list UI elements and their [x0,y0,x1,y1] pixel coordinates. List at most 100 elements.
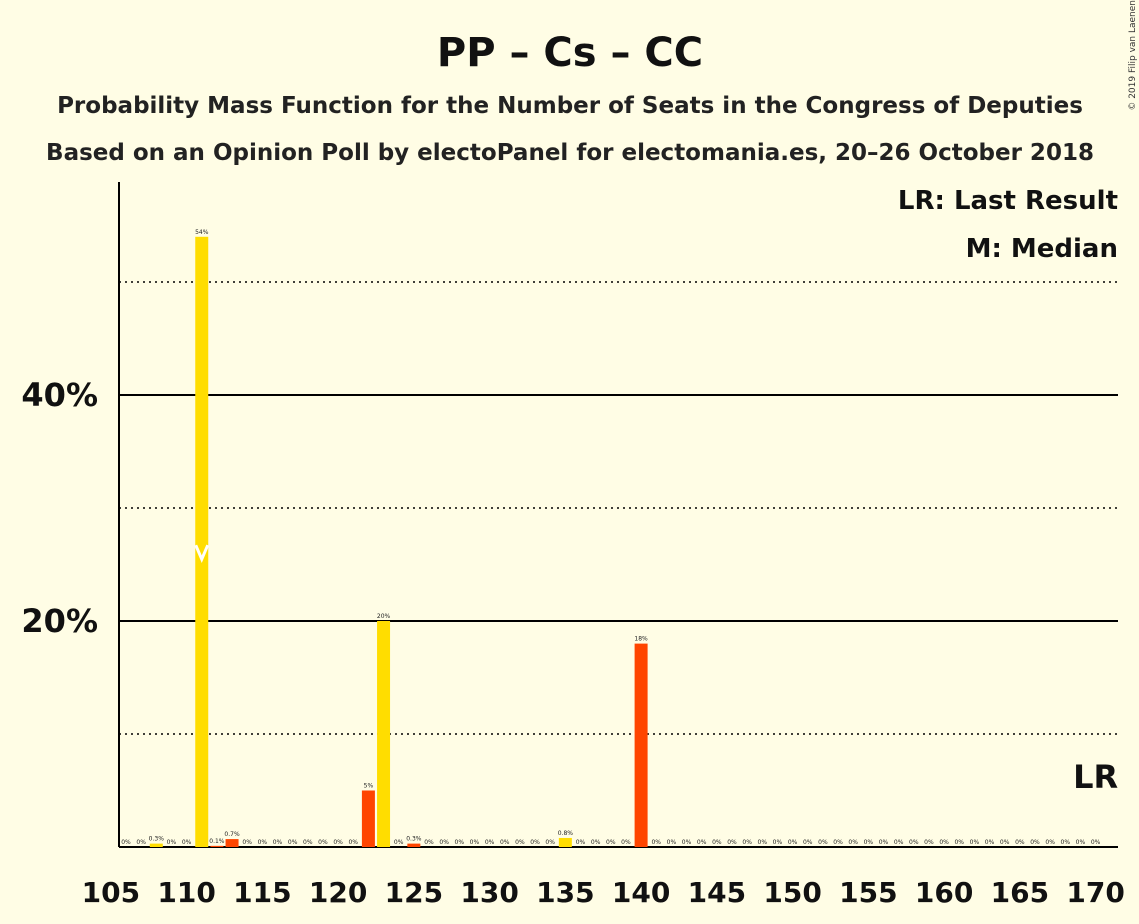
bar-label-154: 0% [848,839,858,846]
x-tick-label: 105 [82,876,140,909]
bar-label-129: 0% [470,839,480,846]
median-marker [194,544,210,564]
bar-label-149: 0% [773,839,783,846]
bar-label-170: 0% [1091,839,1101,846]
bar-label-159: 0% [924,839,934,846]
bar-label-126: 0% [424,839,434,846]
legend-last-result: LR: Last Result [898,186,1118,216]
bar-label-106: 0% [121,839,131,846]
bar-label-131: 0% [500,839,510,846]
bar-label-146: 0% [727,839,737,846]
bar-label-158: 0% [909,839,919,846]
bar-label-151: 0% [803,839,813,846]
y-tick-label: 40% [21,376,98,414]
bar-125 [407,843,421,847]
bar-label-121: 0% [348,839,358,846]
last-result-marker: LR [1073,758,1118,796]
y-tick-label: 20% [21,602,98,640]
bar-label-135: 0.8% [558,830,574,837]
x-tick-label: 140 [612,876,670,909]
bar-label-127: 0% [439,839,449,846]
bar-label-128: 0% [455,839,465,846]
bar-label-118: 0% [303,839,313,846]
y-tick-labels: 20% 40% [21,376,98,640]
bar-112 [210,845,224,847]
bar-label-134: 0% [545,839,555,846]
x-tick-labels: 105 110 115 120 125 130 135 140 145 150 155 160 165 1… [82,876,1125,909]
bar-label-138: 0% [606,839,616,846]
bar-label-143: 0% [682,839,692,846]
bar-label-148: 0% [758,839,768,846]
bar-label-109: 0% [167,839,177,846]
bar-label-168: 0% [1061,839,1071,846]
x-tick-label: 115 [233,876,291,909]
bar-label-160: 0% [939,839,949,846]
bar-label-132: 0% [515,839,525,846]
bar-label-115: 0% [258,839,268,846]
bar-label-141: 0% [651,839,661,846]
bar-label-166: 0% [1030,839,1040,846]
x-tick-label: 125 [385,876,443,909]
x-tick-label: 110 [157,876,215,909]
bars [149,236,648,848]
bar-111 [195,236,209,848]
bar-label-110: 0% [182,839,192,846]
bar-label-117: 0% [288,839,298,846]
bar-label-133: 0% [530,839,540,846]
bar-label-147: 0% [742,839,752,846]
bar-label-165: 0% [1015,839,1025,846]
bar-label-142: 0% [667,839,677,846]
bar-label-123: 20% [377,613,391,620]
bar-label-162: 0% [970,839,980,846]
bar-label-161: 0% [954,839,964,846]
x-tick-label: 120 [309,876,367,909]
bar-label-112: 0.1% [209,838,225,845]
bar-label-164: 0% [1000,839,1010,846]
bar-label-145: 0% [712,839,722,846]
x-tick-label: 145 [688,876,746,909]
bar-label-157: 0% [894,839,904,846]
bar-label-130: 0% [485,839,495,846]
bar-140 [634,643,648,847]
bar-label-152: 0% [818,839,828,846]
bar-label-111: 54% [195,229,209,236]
x-tick-label: 135 [536,876,594,909]
copyright-text: © 2019 Filip van Laenen [1128,0,1138,111]
bar-label-107: 0% [136,839,146,846]
bar-label-122: 5% [364,783,374,790]
bar-label-156: 0% [879,839,889,846]
chart-title: PP – Cs – CC [437,30,703,76]
x-tick-label: 150 [763,876,821,909]
bar-label-119: 0% [318,839,328,846]
bar-label-150: 0% [788,839,798,846]
bar-label-120: 0% [333,839,343,846]
bar-113 [225,839,239,847]
grid-lines [119,281,1118,848]
bar-label-137: 0% [591,839,601,846]
bar-135 [558,837,572,847]
x-tick-label: 155 [839,876,897,909]
bar-label-163: 0% [985,839,995,846]
x-tick-label: 160 [915,876,973,909]
x-tick-label: 165 [991,876,1049,909]
bar-122 [361,790,375,847]
legend-median: M: Median [966,234,1118,264]
bar-label-167: 0% [1045,839,1055,846]
bar-label-139: 0% [621,839,631,846]
bar-label-155: 0% [864,839,874,846]
bar-label-124: 0% [394,839,404,846]
bar-label-116: 0% [273,839,283,846]
bar-label-113: 0.7% [224,831,240,838]
bar-label-144: 0% [697,839,707,846]
x-tick-label: 170 [1066,876,1124,909]
bar-label-140: 18% [634,636,648,643]
bar-123 [377,621,391,847]
x-tick-label: 130 [460,876,518,909]
bar-label-136: 0% [576,839,586,846]
bar-label-125: 0.3% [406,836,422,843]
bar-108 [149,843,163,847]
bar-labels: 0% 0% 0.3% 0% 0% 54% 0.1%0.7% 0% 0% 0% 0% 0% 0% 0% 0% 5… [121,229,1100,846]
bar-label-114: 0% [242,839,252,846]
bar-label-169: 0% [1076,839,1086,846]
